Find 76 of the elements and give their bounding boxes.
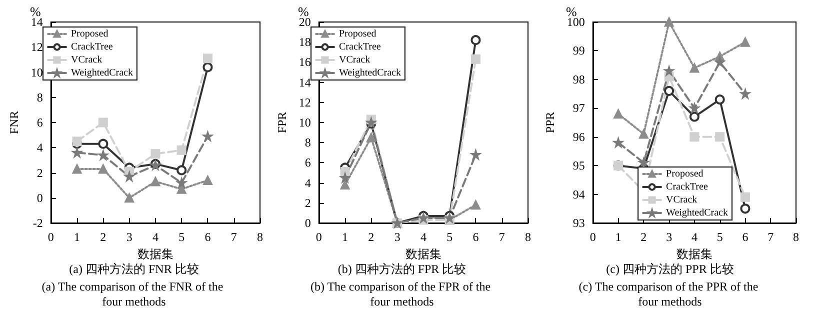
y-tick-label: 95 [572,158,585,173]
y-tick-label: 8 [304,136,311,150]
x-tick-label: 7 [498,230,505,244]
y-tick-label: 14 [298,75,311,90]
y-tick-label: 96 [572,130,585,144]
x-tick-label: 3 [394,230,400,244]
x-tick-label: 4 [420,230,426,244]
x-tick-label: 8 [525,230,531,244]
x-axis-title: 数据集 [676,246,712,261]
x-tick-label: 5 [446,230,453,244]
y-tick-label: 0 [304,216,311,230]
y-tick-label: -2 [32,216,43,230]
legend-label: CrackTree [71,42,114,52]
y-tick-label: 16 [298,55,311,70]
text: (a) The comparison of the FNR of the four methods [42,280,226,308]
y-tick-label: 8 [36,90,43,104]
x-tick-label: 6 [472,230,479,244]
y-tick-label: 2 [36,166,43,180]
x-tick-label: 1 [615,230,622,244]
legend-label: WeightedCrack [71,68,133,78]
legend-label: VCrack [339,54,370,66]
text: (a) 四种方法的 FNR 比较 [69,262,199,276]
x-tick-label: 6 [204,230,211,244]
x-tick-label: 5 [716,230,723,244]
x-tick-label: 1 [74,230,80,244]
y-tick-label: 10 [298,116,311,130]
y-tick-label: 94 [572,187,585,202]
y-tick-label: 10 [30,65,43,80]
x-tick-label: 7 [768,230,774,244]
x-tick-label: 2 [640,230,647,244]
legend-label: CrackTree [666,182,708,192]
y-tick-label: 4 [36,140,43,155]
y-tick-label: 12 [298,95,311,110]
x-tick-label: 7 [230,230,237,244]
x-tick-label: 2 [368,230,374,244]
x-tick-label: 5 [178,230,185,244]
x-tick-label: 4 [691,230,698,244]
legend-label: WeightedCrack [339,68,401,78]
x-tick-label: 8 [793,230,799,244]
x-axis-title: 数据集 [405,246,442,261]
x-tick-label: 6 [742,230,748,244]
y-tick-label: 93 [572,216,585,230]
y-tick-label: 18 [298,35,311,50]
legend-label: VCrack [666,194,698,206]
legend-label: CrackTree [339,42,382,52]
text: (b) 四种方法的 FPR 比较 [338,262,466,276]
y-axis-title: FNR [7,110,21,134]
y-tick-label: 99 [572,44,585,58]
x-tick-label: 4 [152,230,158,244]
x-tick-label: 3 [126,230,132,244]
y-tick-label: 98 [572,72,585,86]
y-tick-label: 4 [304,176,311,190]
text: (b) The comparison of the FPR of the four methods [310,280,494,308]
x-tick-label: 2 [100,230,106,244]
x-tick-label: 1 [342,230,348,244]
y-tick-label: 0 [36,190,43,205]
x-tick-label: 0 [316,230,322,244]
x-tick-label: 0 [48,230,54,244]
legend-label: WeightedCrack [666,208,728,218]
legend-label: Proposed [71,28,108,40]
y-tick-label: 12 [30,40,43,54]
y-axis-title: PPR [543,112,557,134]
y-tick-label: 6 [36,116,43,130]
legend-label: Proposed [666,168,704,180]
x-tick-label: 0 [590,230,596,244]
y-tick-label: 97 [572,101,585,116]
legend-label: Proposed [339,28,376,40]
x-tick-label: 8 [257,230,263,244]
text: (c) 四种方法的 PPR 比较 [606,262,734,276]
x-axis-title: 数据集 [137,246,174,261]
legend-label: VCrack [71,54,102,66]
x-tick-label: 3 [666,230,672,244]
y-axis-title: FPR [275,112,289,134]
text: (c) The comparison of the PPR of the four methods [578,280,762,308]
y-tick-label: 2 [304,196,311,210]
y-tick-label: 6 [304,156,311,170]
